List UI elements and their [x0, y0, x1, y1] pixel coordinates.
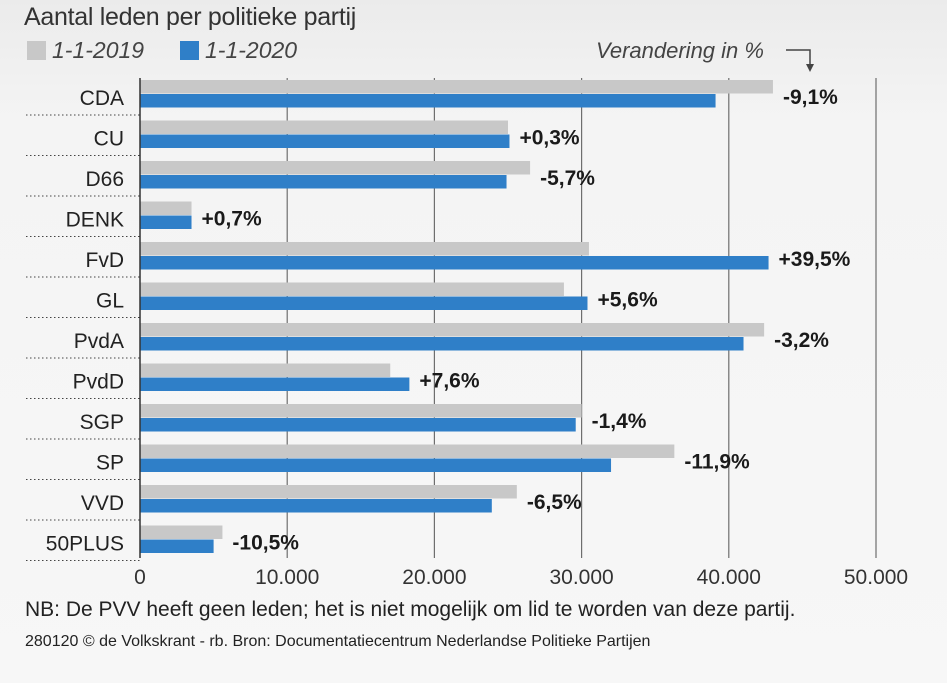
- category-label: VVD: [81, 492, 124, 515]
- x-tick-label: 20.000: [402, 566, 466, 589]
- change-value-label: -3,2%: [774, 329, 829, 352]
- source-line: 280120 © de Volkskrant - rb. Bron: Docum…: [25, 633, 651, 650]
- footnote: NB: De PVV heeft geen leden; het is niet…: [25, 598, 796, 621]
- change-value-label: +0,3%: [519, 127, 579, 150]
- x-tick-label: 50.000: [844, 566, 908, 589]
- chart-title: Aantal leden per politieke partij: [24, 3, 356, 31]
- change-value-label: -6,5%: [527, 491, 582, 514]
- change-arrow-icon: [786, 49, 811, 66]
- bar-2020: [140, 499, 492, 513]
- bar-2020: [140, 418, 576, 432]
- bar-2020: [140, 296, 588, 310]
- bar-2019: [140, 444, 675, 458]
- category-label: D66: [85, 168, 124, 191]
- category-label: CDA: [80, 87, 124, 110]
- category-label: PvdD: [73, 371, 124, 394]
- change-value-label: -5,7%: [540, 167, 595, 190]
- bar-2019: [140, 404, 582, 418]
- bar-chart: CDA -9,1% CU +0,3% D66 -5,7% DENK +0,7% FvD +39,5…: [26, 49, 908, 589]
- bar-2020: [140, 94, 716, 108]
- bar-2019: [140, 363, 391, 377]
- category-label: DENK: [66, 209, 124, 232]
- category-label: SGP: [80, 411, 124, 434]
- bar-2020: [140, 539, 214, 553]
- legend-swatch-2019: [27, 41, 46, 60]
- bar-2020: [140, 175, 507, 189]
- bar-2020: [140, 337, 744, 351]
- change-value-label: +0,7%: [202, 208, 262, 231]
- change-value-label: -11,9%: [684, 451, 750, 474]
- legend-label-2020: 1-1-2020: [205, 37, 298, 63]
- change-value-label: -1,4%: [592, 410, 647, 433]
- x-tick-label: 10.000: [255, 566, 319, 589]
- bar-2019: [140, 80, 773, 94]
- category-label: PvdA: [74, 330, 124, 353]
- category-label: CU: [94, 128, 124, 151]
- bar-2020: [140, 256, 769, 270]
- x-tick-label: 30.000: [549, 566, 613, 589]
- bar-2020: [140, 458, 612, 472]
- change-value-label: -10,5%: [232, 532, 299, 555]
- category-label: SP: [96, 452, 124, 475]
- bar-2019: [140, 282, 564, 296]
- category-label: 50PLUS: [46, 533, 124, 556]
- bar-2019: [140, 120, 508, 134]
- category-label: GL: [96, 290, 124, 313]
- change-arrow-head-icon: [806, 64, 814, 72]
- legend-label-2019: 1-1-2019: [52, 37, 145, 63]
- bar-2019: [140, 323, 765, 337]
- bar-2019: [140, 525, 223, 539]
- bar-2020: [140, 377, 410, 391]
- category-label: FvD: [86, 249, 125, 272]
- change-value-label: +5,6%: [597, 289, 657, 312]
- change-label: Verandering in %: [596, 38, 764, 63]
- bar-2020: [140, 215, 192, 229]
- change-value-label: -9,1%: [783, 86, 838, 109]
- bar-2019: [140, 242, 589, 256]
- bar-2019: [140, 201, 192, 215]
- legend-swatch-2020: [180, 41, 199, 60]
- x-tick-label: 0: [134, 566, 146, 589]
- change-value-label: +7,6%: [419, 370, 479, 393]
- bar-2020: [140, 134, 510, 148]
- bar-2019: [140, 485, 517, 499]
- bar-2019: [140, 161, 531, 175]
- change-value-label: +39,5%: [779, 248, 851, 271]
- x-tick-label: 40.000: [697, 566, 761, 589]
